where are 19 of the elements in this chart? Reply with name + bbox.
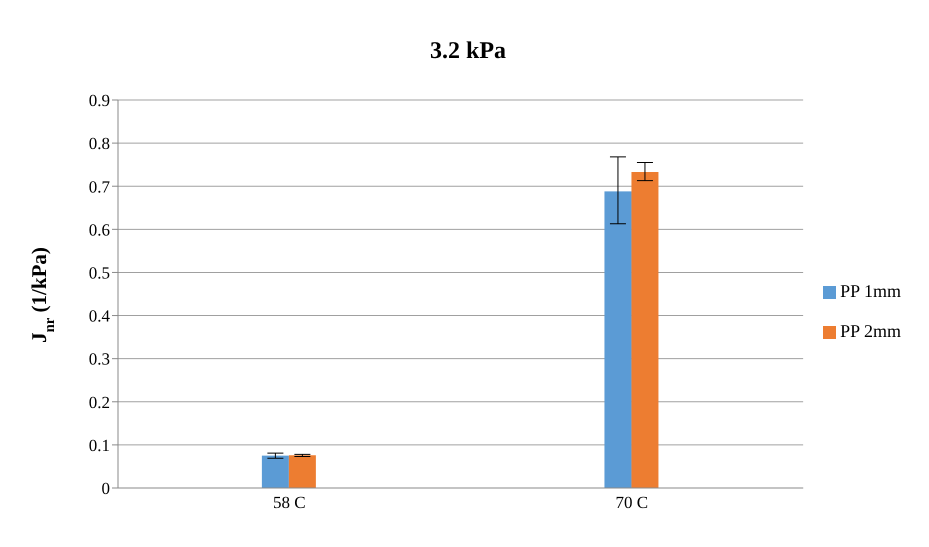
y-tick-label: 0.4 — [88, 306, 110, 326]
x-tick-label: 58 C — [272, 493, 306, 512]
bar — [631, 172, 658, 488]
bar — [604, 191, 632, 488]
legend-label: PP 1mm — [840, 280, 901, 300]
y-tick-label: 0.1 — [88, 436, 110, 455]
legend-label: PP 2mm — [840, 320, 901, 340]
y-tick-label: 0.6 — [88, 220, 110, 240]
y-tick-label: 0 — [102, 479, 110, 498]
bar — [262, 456, 289, 488]
y-tick-label: 0.5 — [88, 263, 110, 282]
chart-title: 3.2 kPa — [430, 38, 506, 64]
y-tick-label: 0.8 — [88, 134, 110, 154]
y-tick-label: 0.7 — [88, 177, 110, 196]
y-tick-label: 0.2 — [88, 392, 110, 412]
x-tick-label: 70 C — [616, 493, 648, 512]
y-tick-label: 0.3 — [88, 350, 110, 369]
y-tick-label: 0.9 — [88, 91, 110, 110]
bar — [288, 455, 316, 488]
